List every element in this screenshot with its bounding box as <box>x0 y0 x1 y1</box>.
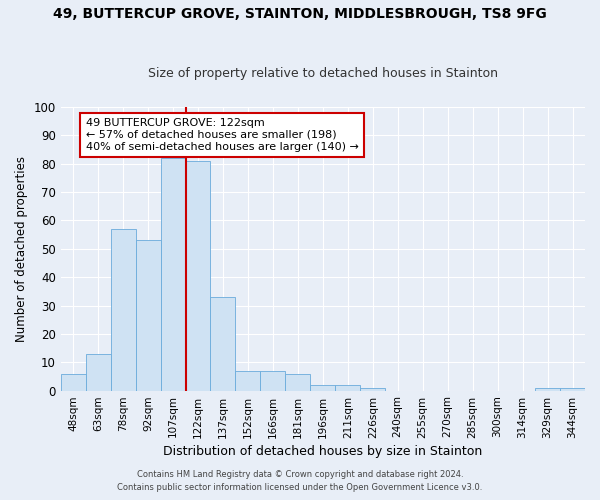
X-axis label: Distribution of detached houses by size in Stainton: Distribution of detached houses by size … <box>163 444 482 458</box>
Text: Contains HM Land Registry data © Crown copyright and database right 2024.
Contai: Contains HM Land Registry data © Crown c… <box>118 470 482 492</box>
Bar <box>260 370 286 390</box>
Text: 49 BUTTERCUP GROVE: 122sqm
← 57% of detached houses are smaller (198)
40% of sem: 49 BUTTERCUP GROVE: 122sqm ← 57% of deta… <box>86 118 359 152</box>
Bar <box>286 374 310 390</box>
Text: 49, BUTTERCUP GROVE, STAINTON, MIDDLESBROUGH, TS8 9FG: 49, BUTTERCUP GROVE, STAINTON, MIDDLESBR… <box>53 8 547 22</box>
Bar <box>335 385 360 390</box>
Bar <box>310 385 335 390</box>
Bar <box>61 374 86 390</box>
Bar <box>360 388 385 390</box>
Bar <box>535 388 560 390</box>
Bar <box>110 229 136 390</box>
Bar <box>211 297 235 390</box>
Bar <box>86 354 110 391</box>
Bar <box>161 158 185 390</box>
Bar <box>136 240 161 390</box>
Y-axis label: Number of detached properties: Number of detached properties <box>15 156 28 342</box>
Bar <box>235 370 260 390</box>
Title: Size of property relative to detached houses in Stainton: Size of property relative to detached ho… <box>148 66 498 80</box>
Bar <box>560 388 585 390</box>
Bar <box>185 161 211 390</box>
